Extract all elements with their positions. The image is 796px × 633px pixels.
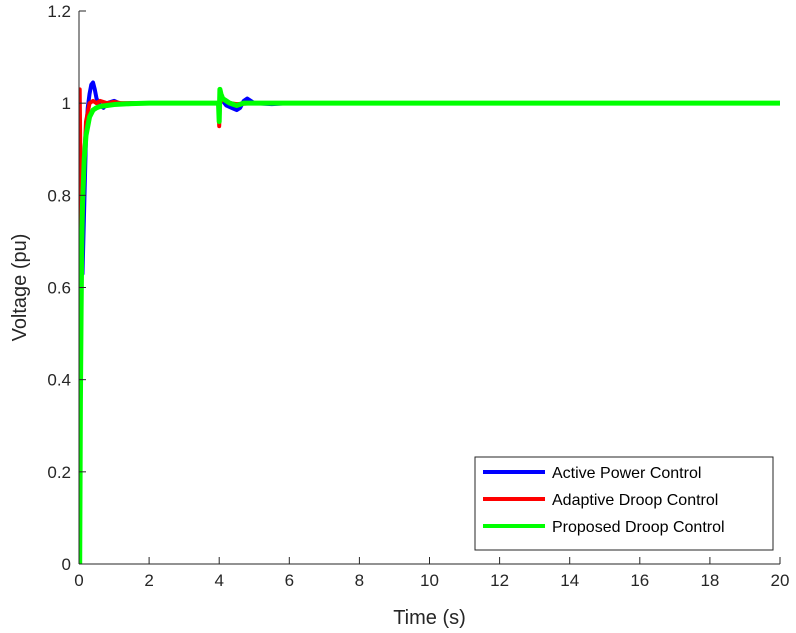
y-tick-label: 1.2 bbox=[47, 2, 71, 21]
y-tick-label: 0.4 bbox=[47, 371, 71, 390]
x-tick-label: 12 bbox=[490, 571, 509, 590]
y-tick-label: 0.6 bbox=[47, 279, 71, 298]
y-axis-label: Voltage (pu) bbox=[9, 234, 31, 342]
x-axis-label: Time (s) bbox=[393, 607, 466, 629]
series-line-2 bbox=[79, 86, 780, 564]
y-tick-label: 0.2 bbox=[47, 463, 71, 482]
x-tick-label: 0 bbox=[74, 571, 83, 590]
y-tick-label: 0 bbox=[62, 555, 71, 574]
x-tick-label: 20 bbox=[771, 571, 790, 590]
legend-entry: Proposed Droop Control bbox=[552, 519, 725, 536]
y-tick-label: 1 bbox=[62, 94, 71, 113]
x-tick-label: 2 bbox=[144, 571, 153, 590]
x-tick-label: 18 bbox=[700, 571, 719, 590]
legend-entry: Active Power Control bbox=[552, 465, 701, 482]
y-tick-label: 0.8 bbox=[47, 186, 71, 205]
x-tick-label: 6 bbox=[285, 571, 294, 590]
legend-entry: Adaptive Droop Control bbox=[552, 492, 718, 509]
x-tick-label: 14 bbox=[560, 571, 579, 590]
x-tick-label: 4 bbox=[214, 571, 223, 590]
legend: Active Power Control Adaptive Droop Contr… bbox=[474, 456, 774, 551]
x-tick-label: 8 bbox=[355, 571, 364, 590]
x-tick-label: 16 bbox=[630, 571, 649, 590]
x-tick-label: 10 bbox=[420, 571, 439, 590]
